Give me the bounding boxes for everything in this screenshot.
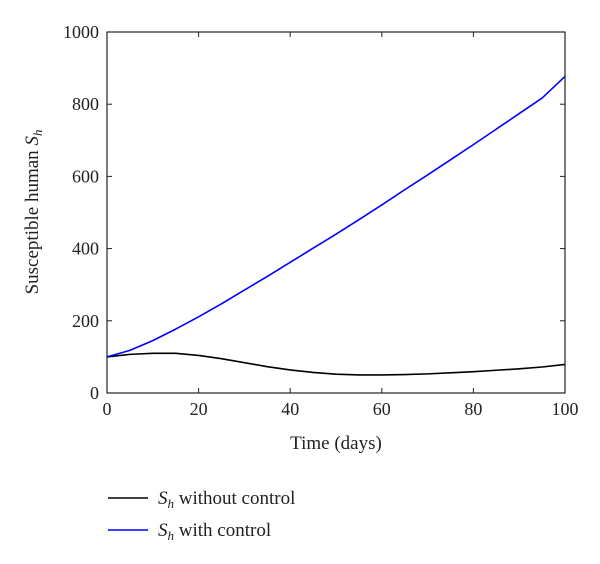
x-tick-label: 100: [552, 399, 579, 419]
y-tick-label: 1000: [63, 22, 99, 42]
x-tick-label: 20: [190, 399, 208, 419]
x-tick-label: 80: [464, 399, 482, 419]
y-tick-label: 0: [90, 383, 99, 403]
legend-label-without-control: Sh without control: [158, 488, 295, 511]
y-tick-label: 600: [72, 166, 99, 186]
y-tick-label: 200: [72, 311, 99, 331]
plot-area: [106, 31, 566, 394]
series-line-with-control: [106, 75, 566, 358]
x-tick-label: 0: [103, 399, 112, 419]
x-tick-label: 40: [281, 399, 299, 419]
x-tick-label: 60: [373, 399, 391, 419]
series-lines: [106, 75, 566, 376]
y-axis-title: Susceptible human Sh: [22, 130, 45, 295]
legend: Sh without control Sh with control: [108, 488, 295, 543]
y-tick-label: 800: [72, 94, 99, 114]
y-tick-label: 400: [72, 239, 99, 259]
series-line-without-control: [106, 352, 566, 376]
x-axis-title: Time (days): [290, 433, 382, 454]
legend-label-with-control: Sh with control: [158, 520, 271, 543]
